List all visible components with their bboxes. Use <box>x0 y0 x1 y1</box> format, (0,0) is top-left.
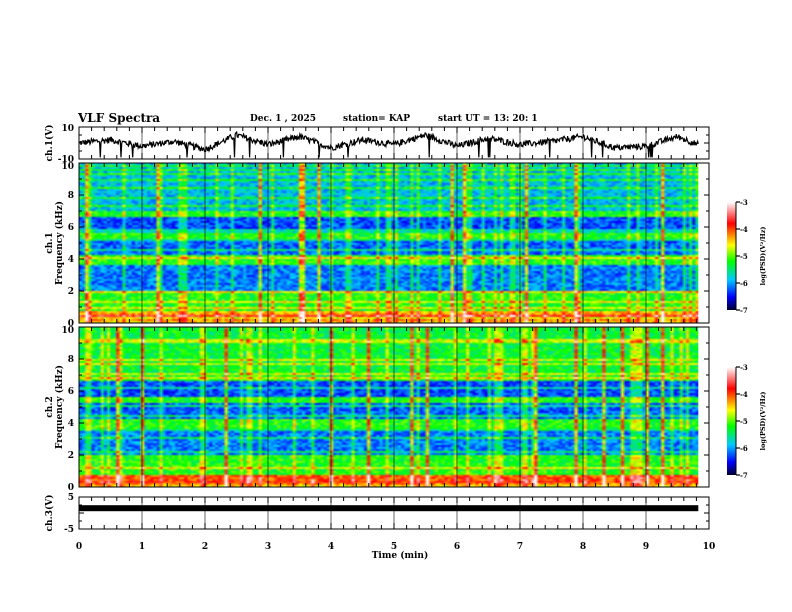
ch1-spectrogram-ticks <box>78 162 710 324</box>
ch2-spec-ytick: 2 <box>68 451 74 461</box>
ch1-trace <box>79 130 699 158</box>
x-tick-label: 3 <box>265 542 271 552</box>
ch1-spec-ytick: 2 <box>68 287 74 297</box>
ch2-cbar-tick: -7 <box>740 471 748 480</box>
ch1-cbar-tick: -4 <box>740 225 748 234</box>
ch1-colorbar <box>727 202 736 310</box>
ch2-cbar-tick: -3 <box>740 363 748 372</box>
ch1-spectrogram-panel: 0 2 4 6 8 10 ch.1 Frequency (kHz) -3 -4 … <box>45 162 767 329</box>
ch1-cbar-tick: -6 <box>740 279 748 288</box>
ch1-panel: 10 -10 ch.1(V) <box>44 124 710 165</box>
ch1-spec-ytick: 0 <box>68 319 74 329</box>
x-tick-label: 7 <box>517 542 523 552</box>
ch1-spec-ytick: 4 <box>68 255 74 265</box>
ch2-spec-ytick: 0 <box>68 483 74 493</box>
ch1-spec-ytick: 6 <box>68 223 74 233</box>
ch1-ytick-bottom: -10 <box>58 155 74 165</box>
ch2-cbar-tick: -4 <box>740 390 748 399</box>
ch3-ticks <box>78 496 710 530</box>
ch2-spectrogram-cells <box>79 327 699 487</box>
ch1-ylabel: ch.1(V) <box>44 125 55 162</box>
chart-title: VLF Spectra <box>78 111 161 125</box>
x-tick-label: 8 <box>580 542 586 552</box>
x-tick-label: 9 <box>643 542 649 552</box>
x-tick-label: 4 <box>328 542 334 552</box>
ch2-spec-ytick: 10 <box>61 326 74 336</box>
ch2-spec-ylabel-line2: Frequency (kHz) <box>54 365 65 449</box>
ch2-spectrogram-panel: 0 2 4 6 8 10 ch.2 Frequency (kHz) -3 -4 … <box>45 326 767 493</box>
ch2-cbar-tick: -5 <box>740 417 748 426</box>
ch1-cbar-tick: -7 <box>740 306 748 315</box>
ch2-spec-ytick: 4 <box>68 419 74 429</box>
ch1-spec-ytick: 8 <box>68 191 74 201</box>
ch2-cbar-tick: -6 <box>740 444 748 453</box>
ch3-trace <box>79 505 699 512</box>
ch1-spec-ytick: 10 <box>61 162 74 172</box>
ch2-colorbar-ticks <box>736 366 740 476</box>
ch2-spec-ylabel-line1: ch.2 <box>45 396 55 417</box>
ch3-ytick-bottom: -5 <box>64 525 74 535</box>
ch1-colorbar-label: log(PSD)(V²/Hz) <box>759 227 767 286</box>
start-time-label: start UT = 13: 20: 1 <box>438 114 538 124</box>
ch1-spectrogram-cells <box>79 163 699 323</box>
ch3-ylabel: ch.3(V) <box>44 495 55 532</box>
x-tick-label: 1 <box>139 542 145 552</box>
spectrogram-image <box>79 327 699 487</box>
x-tick-label: 5 <box>391 542 397 552</box>
x-tick-label: 0 <box>76 542 82 552</box>
ch1-spec-ylabel-line2: Frequency (kHz) <box>54 201 65 285</box>
date-label: Dec. 1 , 2025 <box>250 114 316 124</box>
ch1-colorbar-ticks <box>736 201 740 311</box>
ch2-spec-ytick: 8 <box>68 355 74 365</box>
ch1-ytick-top: 10 <box>61 124 74 134</box>
ch2-spec-ytick: 6 <box>68 387 74 397</box>
x-tick-label: 10 <box>703 542 716 552</box>
ch1-spectrogram-yticklabels: 0 2 4 6 8 10 <box>61 162 74 329</box>
x-tick-labels: 0 1 2 3 4 5 6 7 8 9 10 <box>76 542 715 552</box>
ch1-cbar-tick: -3 <box>740 198 748 207</box>
ch3-ytick-top: 5 <box>68 493 74 503</box>
x-tick-label: 6 <box>454 542 460 552</box>
ch3-panel: 5 -5 ch.3(V) 0 1 2 3 4 5 6 7 8 9 10 Time (min) <box>44 493 715 561</box>
spectrogram-image <box>79 163 699 323</box>
ch1-ticks <box>78 126 710 160</box>
x-axis-label: Time (min) <box>372 550 429 561</box>
ch1-spec-ylabel-line1: ch.1 <box>45 232 55 253</box>
ch2-colorbar <box>727 367 736 475</box>
ch2-spectrogram-ticks <box>78 326 710 488</box>
x-tick-label: 2 <box>202 542 208 552</box>
ch1-cbar-tick: -5 <box>740 252 748 261</box>
ch2-colorbar-label: log(PSD)(V²/Hz) <box>759 392 767 451</box>
station-label: station= KAP <box>343 114 411 124</box>
